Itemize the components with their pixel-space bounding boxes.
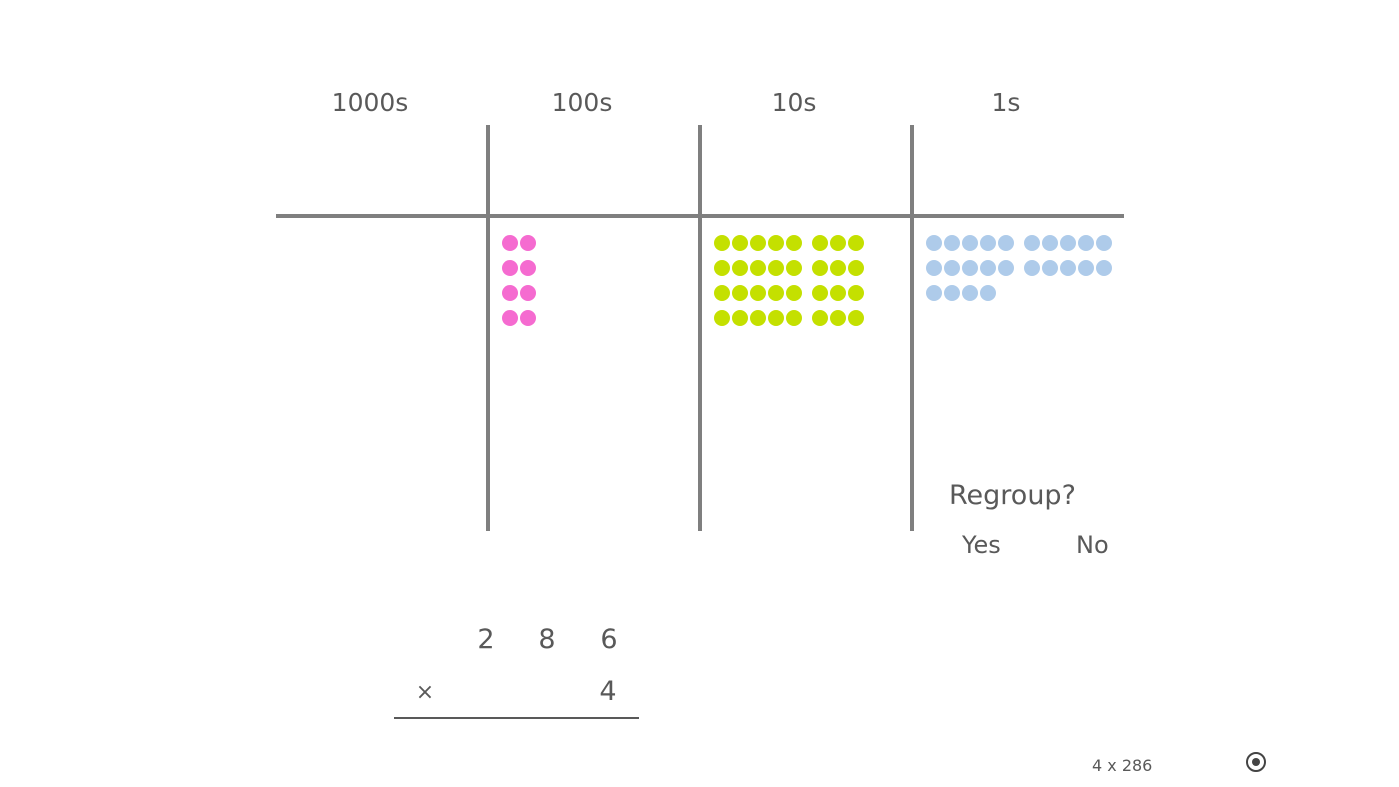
counter-dot[interactable] <box>502 235 518 251</box>
counter-dot[interactable] <box>502 285 518 301</box>
counter-dot[interactable] <box>1096 260 1112 276</box>
digit-ones: 6 <box>600 624 618 655</box>
multiplier: 4 <box>599 676 617 707</box>
counter-dot[interactable] <box>962 235 978 251</box>
counter-dot[interactable] <box>520 260 536 276</box>
counter-dot[interactable] <box>998 235 1014 251</box>
counter-dot[interactable] <box>962 285 978 301</box>
counter-dot[interactable] <box>750 285 766 301</box>
counter-dot[interactable] <box>502 260 518 276</box>
counter-dot[interactable] <box>812 310 828 326</box>
counter-dot[interactable] <box>1060 235 1076 251</box>
counter-dot[interactable] <box>1042 260 1058 276</box>
counter-dot[interactable] <box>768 285 784 301</box>
counter-dot[interactable] <box>520 310 536 326</box>
multiply-operator: × <box>415 680 435 705</box>
counter-dot[interactable] <box>848 260 864 276</box>
digit-tens: 8 <box>538 624 556 655</box>
chart-divider-1 <box>486 125 490 531</box>
counter-dot[interactable] <box>732 260 748 276</box>
counter-dot[interactable] <box>1042 235 1058 251</box>
counter-dot[interactable] <box>848 285 864 301</box>
counter-dot[interactable] <box>750 310 766 326</box>
counter-dot[interactable] <box>502 310 518 326</box>
counter-dot[interactable] <box>812 285 828 301</box>
counter-dot[interactable] <box>768 235 784 251</box>
counter-dot[interactable] <box>714 285 730 301</box>
counter-dot[interactable] <box>750 260 766 276</box>
chart-divider-3 <box>910 125 914 531</box>
counter-dot[interactable] <box>1096 235 1112 251</box>
counter-dot[interactable] <box>1060 260 1076 276</box>
counter-dot[interactable] <box>1024 235 1040 251</box>
counter-dot[interactable] <box>786 310 802 326</box>
counter-dot[interactable] <box>980 260 996 276</box>
counter-dot[interactable] <box>848 235 864 251</box>
regroup-yes-button[interactable]: Yes <box>962 531 1001 559</box>
counter-dot[interactable] <box>944 260 960 276</box>
counter-dot[interactable] <box>714 310 730 326</box>
digit-hundreds: 2 <box>477 624 495 655</box>
counter-dot[interactable] <box>926 235 942 251</box>
caption: 4 x 286 <box>1092 756 1153 775</box>
counter-dot[interactable] <box>830 260 846 276</box>
chart-divider-2 <box>698 125 702 531</box>
counter-dot[interactable] <box>962 260 978 276</box>
counter-dot[interactable] <box>926 285 942 301</box>
counter-dot[interactable] <box>732 285 748 301</box>
counter-dot[interactable] <box>714 260 730 276</box>
header-hundreds: 100s <box>551 88 613 117</box>
header-thousands: 1000s <box>331 88 409 117</box>
counter-dot[interactable] <box>520 235 536 251</box>
counter-dot[interactable] <box>1024 260 1040 276</box>
counter-dot[interactable] <box>830 285 846 301</box>
counter-dot[interactable] <box>980 235 996 251</box>
counter-dot[interactable] <box>768 310 784 326</box>
regroup-question: Regroup? <box>949 480 1076 511</box>
counter-dot[interactable] <box>944 285 960 301</box>
counter-dot[interactable] <box>812 260 828 276</box>
counter-dot[interactable] <box>944 235 960 251</box>
counter-dot[interactable] <box>786 235 802 251</box>
counter-dot[interactable] <box>1078 235 1094 251</box>
header-tens: 10s <box>771 88 817 117</box>
counter-dot[interactable] <box>750 235 766 251</box>
counter-dot[interactable] <box>848 310 864 326</box>
counter-dot[interactable] <box>768 260 784 276</box>
counter-dot[interactable] <box>830 310 846 326</box>
target-icon[interactable] <box>1246 752 1266 772</box>
counter-dot[interactable] <box>714 235 730 251</box>
answer-line <box>394 717 639 719</box>
counter-dot[interactable] <box>732 310 748 326</box>
counter-dot[interactable] <box>980 285 996 301</box>
counter-dot[interactable] <box>812 235 828 251</box>
counter-dot[interactable] <box>998 260 1014 276</box>
regroup-no-button[interactable]: No <box>1076 531 1109 559</box>
counter-dot[interactable] <box>1078 260 1094 276</box>
counter-dot[interactable] <box>786 260 802 276</box>
counter-dot[interactable] <box>830 235 846 251</box>
counter-dot[interactable] <box>926 260 942 276</box>
counter-dot[interactable] <box>732 235 748 251</box>
header-ones: 1s <box>991 88 1021 117</box>
counter-dot[interactable] <box>786 285 802 301</box>
counter-dot[interactable] <box>520 285 536 301</box>
